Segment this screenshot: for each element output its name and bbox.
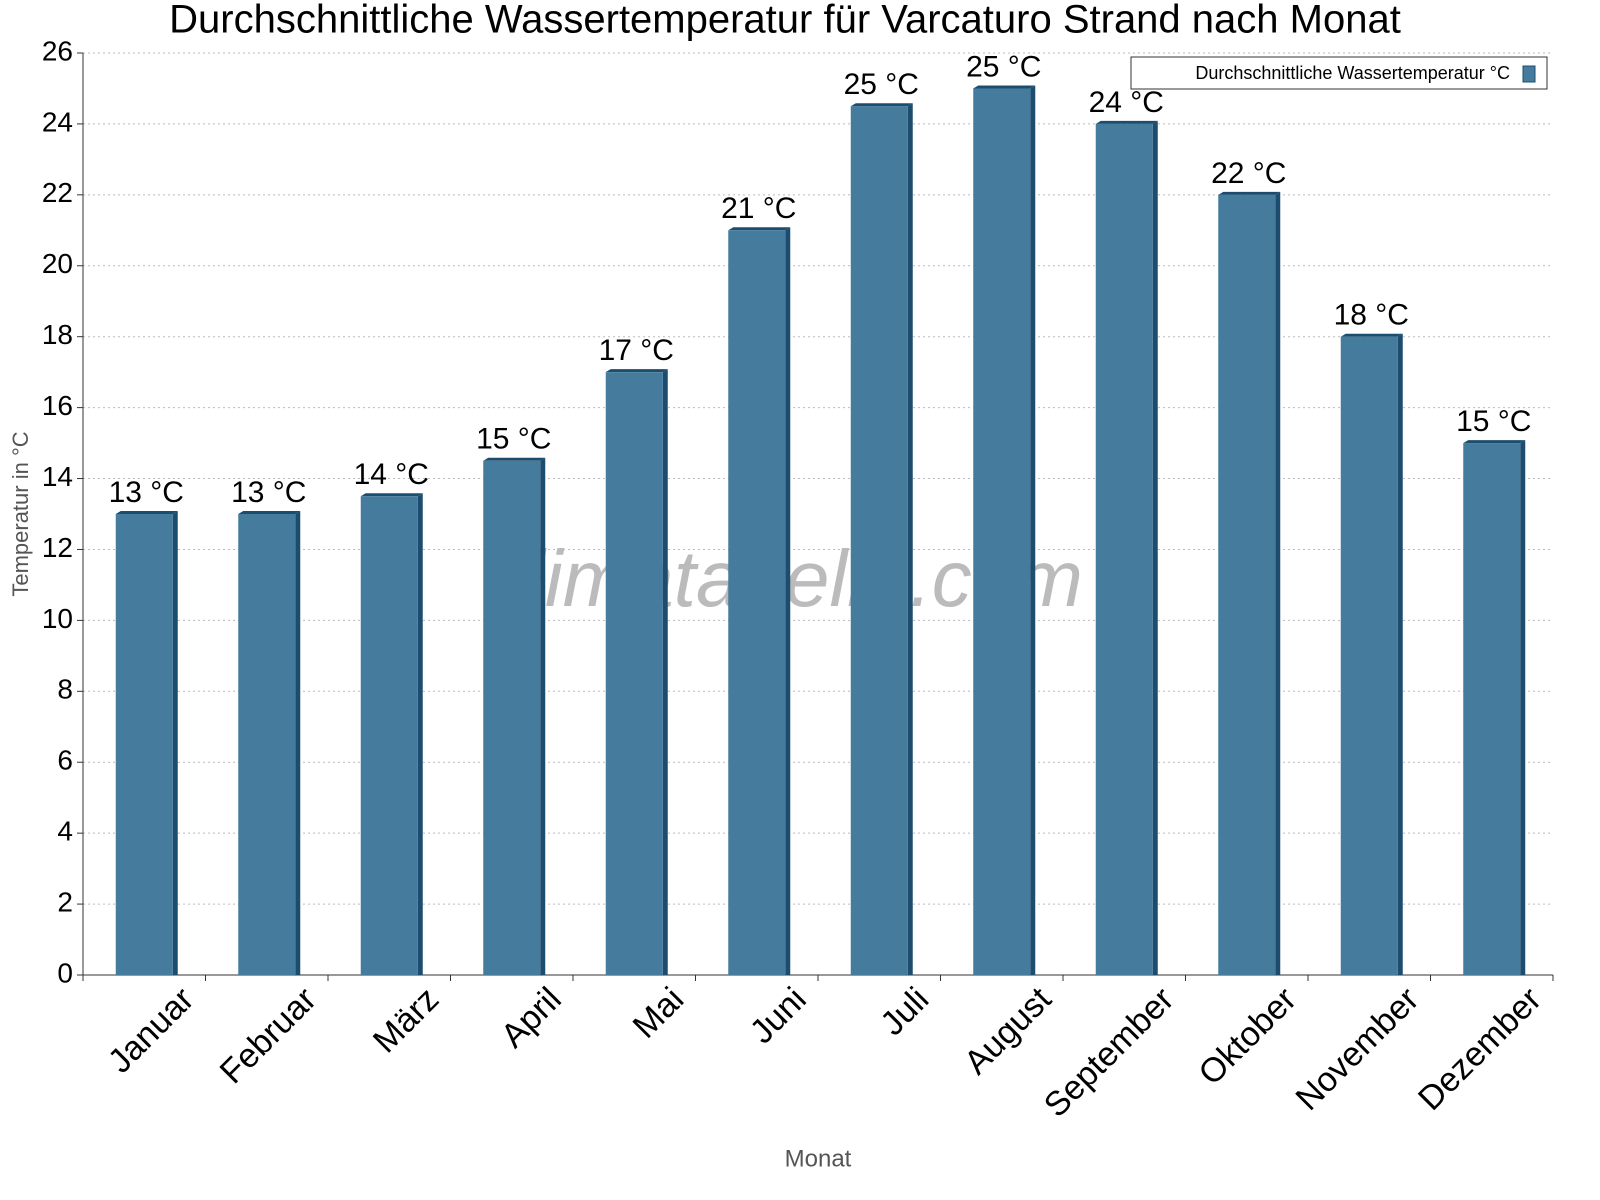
bar-top	[360, 493, 423, 497]
bar-side	[662, 369, 668, 976]
chart-title: Durchschnittliche Wassertemperatur für V…	[169, 0, 1401, 42]
bar-top	[605, 369, 668, 373]
bar-top	[115, 511, 178, 514]
x-axis-title: Monat	[785, 1145, 852, 1172]
bar	[360, 496, 418, 975]
bar	[1340, 336, 1398, 975]
bar-side	[907, 103, 913, 975]
y-tick-label: 22	[42, 177, 73, 208]
bar-side	[1397, 333, 1403, 975]
bar	[483, 460, 541, 975]
data-label: 22 °C	[1211, 157, 1286, 190]
bar-side	[295, 511, 301, 975]
bar	[1463, 443, 1521, 976]
y-tick-label: 0	[57, 957, 73, 988]
data-label: 18 °C	[1334, 299, 1409, 332]
bar-side	[540, 457, 546, 975]
bar-top	[1340, 333, 1403, 337]
y-tick-label: 6	[57, 745, 73, 776]
bar-top	[850, 103, 913, 107]
data-label: 24 °C	[1089, 86, 1164, 119]
bar-top	[1463, 440, 1526, 444]
y-tick-label: 8	[57, 674, 73, 705]
bar-side	[417, 493, 423, 975]
y-tick-label: 18	[42, 319, 73, 350]
bar	[850, 106, 908, 975]
y-tick-label: 16	[42, 390, 73, 421]
bar	[728, 230, 786, 976]
bar-top	[728, 227, 791, 231]
data-label: 21 °C	[721, 192, 796, 225]
y-tick-label: 4	[57, 816, 73, 847]
y-tick-label: 20	[42, 248, 73, 279]
data-label: 17 °C	[599, 334, 674, 367]
bar-side	[1030, 85, 1036, 975]
bar-top	[483, 457, 546, 461]
bar-top	[238, 511, 301, 514]
bar-side	[785, 227, 791, 976]
bar-top	[973, 85, 1036, 89]
data-label: 13 °C	[109, 476, 184, 509]
bar	[973, 88, 1031, 975]
bar-top	[1095, 120, 1158, 124]
bar	[1095, 123, 1153, 975]
bar-side	[172, 511, 178, 975]
y-tick-label: 2	[57, 886, 73, 917]
y-tick-label: 26	[42, 35, 73, 66]
bar-top	[1218, 191, 1281, 195]
y-tick-label: 10	[42, 603, 73, 634]
y-tick-label: 12	[42, 532, 73, 563]
y-tick-label: 14	[42, 461, 73, 492]
y-axis-title: Temperatur in °C	[8, 431, 33, 596]
bar	[605, 372, 663, 976]
y-tick-label: 24	[42, 106, 73, 137]
data-label: 15 °C	[1456, 405, 1531, 438]
legend-label: Durchschnittliche Wassertemperatur °C	[1195, 63, 1510, 83]
bar-side	[1275, 191, 1281, 975]
bar	[1218, 194, 1276, 975]
bar	[238, 514, 296, 975]
data-label: 13 °C	[231, 476, 306, 509]
data-label: 25 °C	[966, 50, 1041, 83]
data-label: 14 °C	[354, 458, 429, 491]
bar-side	[1520, 440, 1526, 976]
bar-side	[1152, 120, 1158, 975]
data-label: 25 °C	[844, 68, 919, 101]
legend-box	[1130, 56, 1548, 90]
data-label: 15 °C	[476, 423, 551, 456]
legend-swatch	[1522, 65, 1536, 83]
bar	[115, 514, 173, 975]
